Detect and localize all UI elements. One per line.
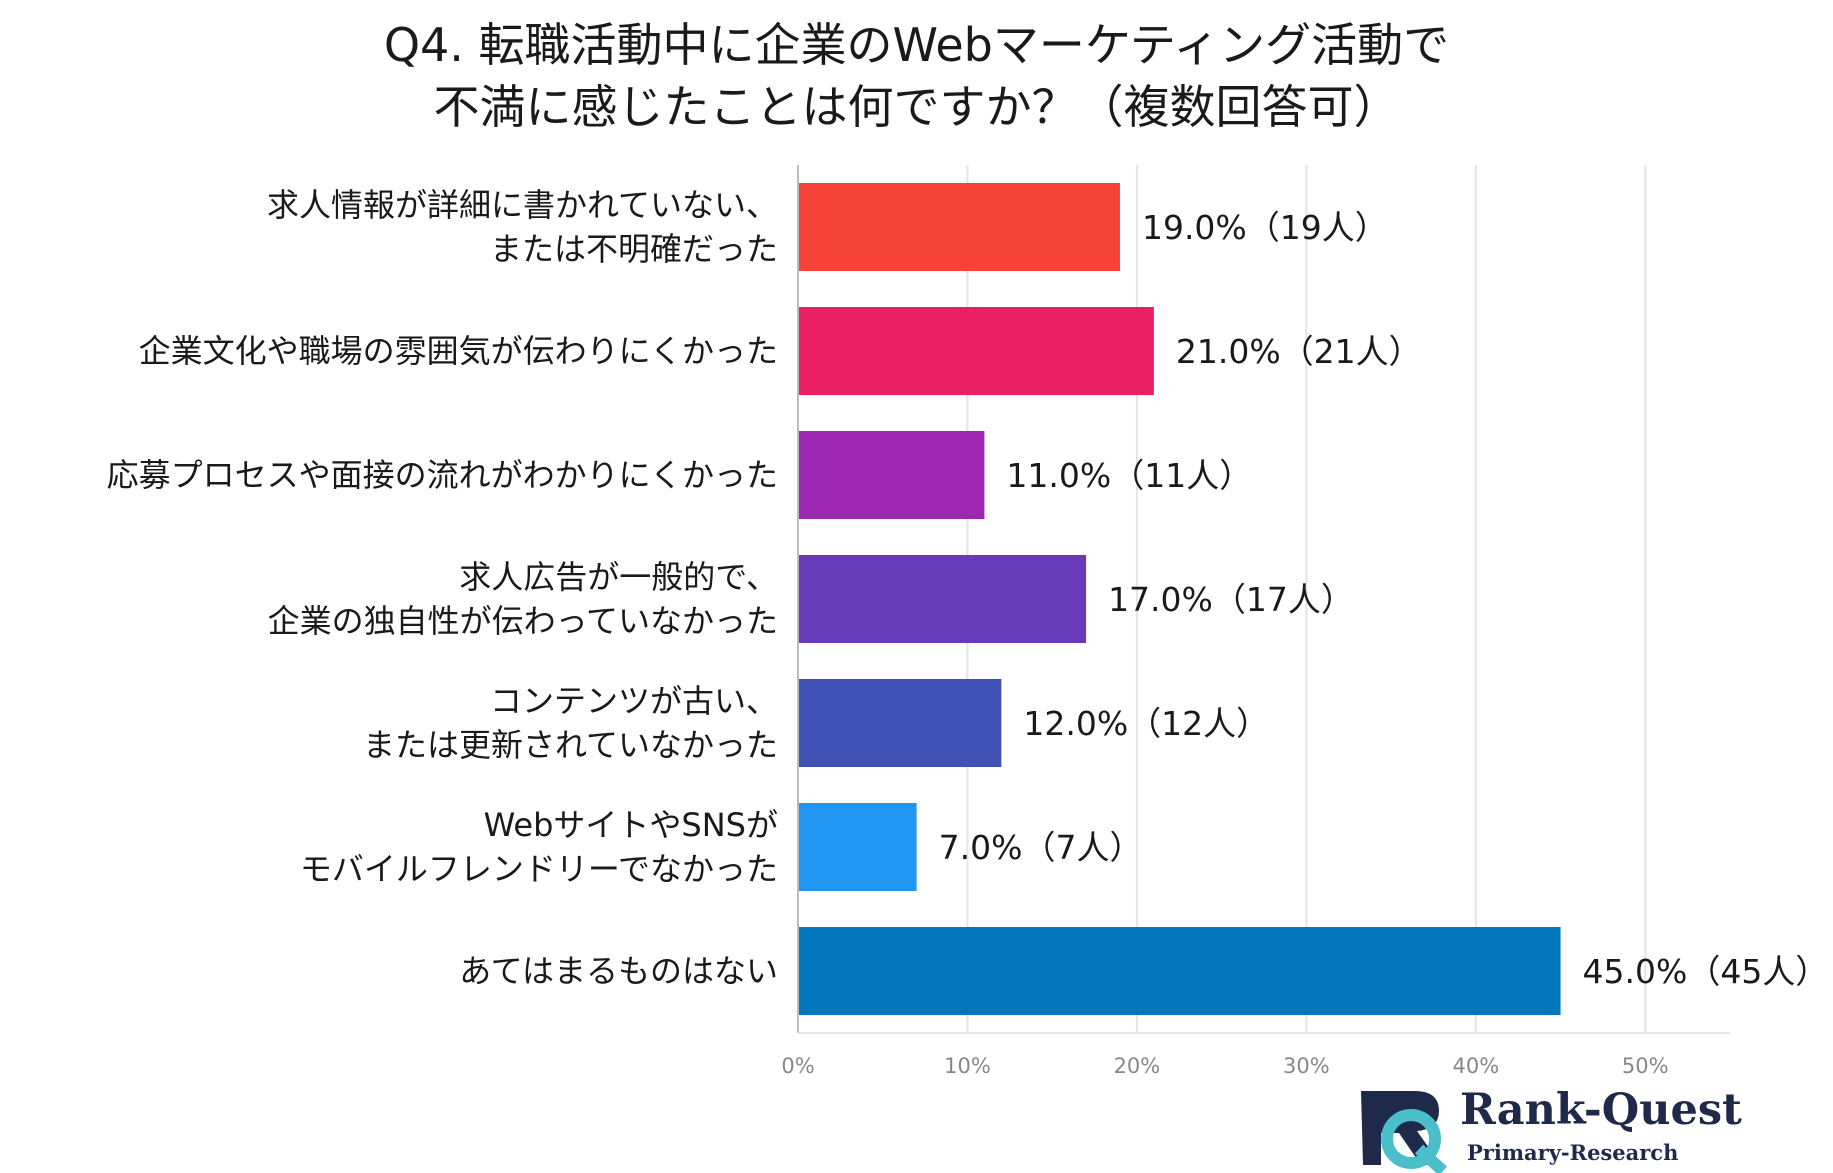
- x-tick-label-50: 50%: [1622, 1054, 1669, 1078]
- x-tick-label-40: 40%: [1452, 1054, 1499, 1078]
- rank-quest-logo: Rank-Quest Primary-Research: [1355, 1085, 1742, 1173]
- bar-4: [798, 555, 1087, 643]
- x-tick-label-0: 0%: [781, 1054, 814, 1078]
- data-label-1: 19.0%（19人）: [1142, 208, 1388, 247]
- x-tick-label-10: 10%: [944, 1054, 991, 1078]
- category-label-4-line-2: 企業の独自性が伝わっていなかった: [268, 602, 778, 640]
- category-label-3-line-1: 応募プロセスや面接の流れがわかりにくかった: [107, 456, 778, 494]
- bars: [798, 183, 1561, 1015]
- category-label-4-line-1: 求人広告が一般的で、: [459, 558, 778, 596]
- chart-title: Q4. 転職活動中に企業のWebマーケティング活動で 不満に感じたことは何ですか…: [0, 14, 1833, 138]
- category-label-1-line-2: または不明確だった: [490, 230, 778, 268]
- category-label-1-line-1: 求人情報が詳細に書かれていない、: [267, 186, 778, 224]
- x-tick-label-20: 20%: [1114, 1054, 1161, 1078]
- category-label-5-line-1: コンテンツが古い、: [490, 682, 778, 720]
- category-labels: 求人情報が詳細に書かれていない、または不明確だった企業文化や職場の雰囲気が伝わり…: [107, 186, 778, 990]
- data-label-3: 11.0%（11人）: [1006, 456, 1252, 495]
- bar-1: [798, 183, 1120, 271]
- data-labels: 19.0%（19人） 21.0%（21人） 11.0%（11人） 17.0%（17人）…: [939, 208, 1829, 991]
- category-label-6-line-1: WebサイトやSNSが: [484, 806, 778, 844]
- bar-2: [798, 307, 1154, 395]
- chart-title-line-2: 不満に感じたことは何ですか？（複数回答可）: [433, 80, 1400, 134]
- x-tick-labels: 0% 10% 20% 30% 40% 50%: [781, 1054, 1668, 1078]
- data-label-4: 17.0%（17人）: [1108, 580, 1354, 619]
- x-tick-label-30: 30%: [1283, 1054, 1330, 1078]
- rank-quest-logo-icon: [1361, 1091, 1448, 1173]
- bar-3: [798, 431, 985, 519]
- axes: [797, 165, 1730, 1034]
- data-label-7: 45.0%（45人）: [1583, 952, 1829, 991]
- category-label-2-line-1: 企業文化や職場の雰囲気が伝わりにくかった: [139, 332, 778, 370]
- bar-6: [798, 803, 917, 891]
- bar-7: [798, 927, 1561, 1015]
- data-label-6: 7.0%（7人）: [939, 828, 1143, 867]
- bar-5: [798, 679, 1002, 767]
- category-label-6-line-2: モバイルフレンドリーでなかった: [300, 850, 778, 888]
- logo-brand-text: Rank-Quest: [1460, 1085, 1742, 1135]
- chart-title-line-1: Q4. 転職活動中に企業のWebマーケティング活動で: [383, 18, 1450, 72]
- category-label-7-line-1: あてはまるものはない: [459, 952, 778, 990]
- logo-sub-text: Primary-Research: [1467, 1140, 1679, 1165]
- category-label-5-line-2: または更新されていなかった: [363, 726, 778, 764]
- data-label-2: 21.0%（21人）: [1176, 332, 1422, 371]
- data-label-5: 12.0%（12人）: [1023, 704, 1269, 743]
